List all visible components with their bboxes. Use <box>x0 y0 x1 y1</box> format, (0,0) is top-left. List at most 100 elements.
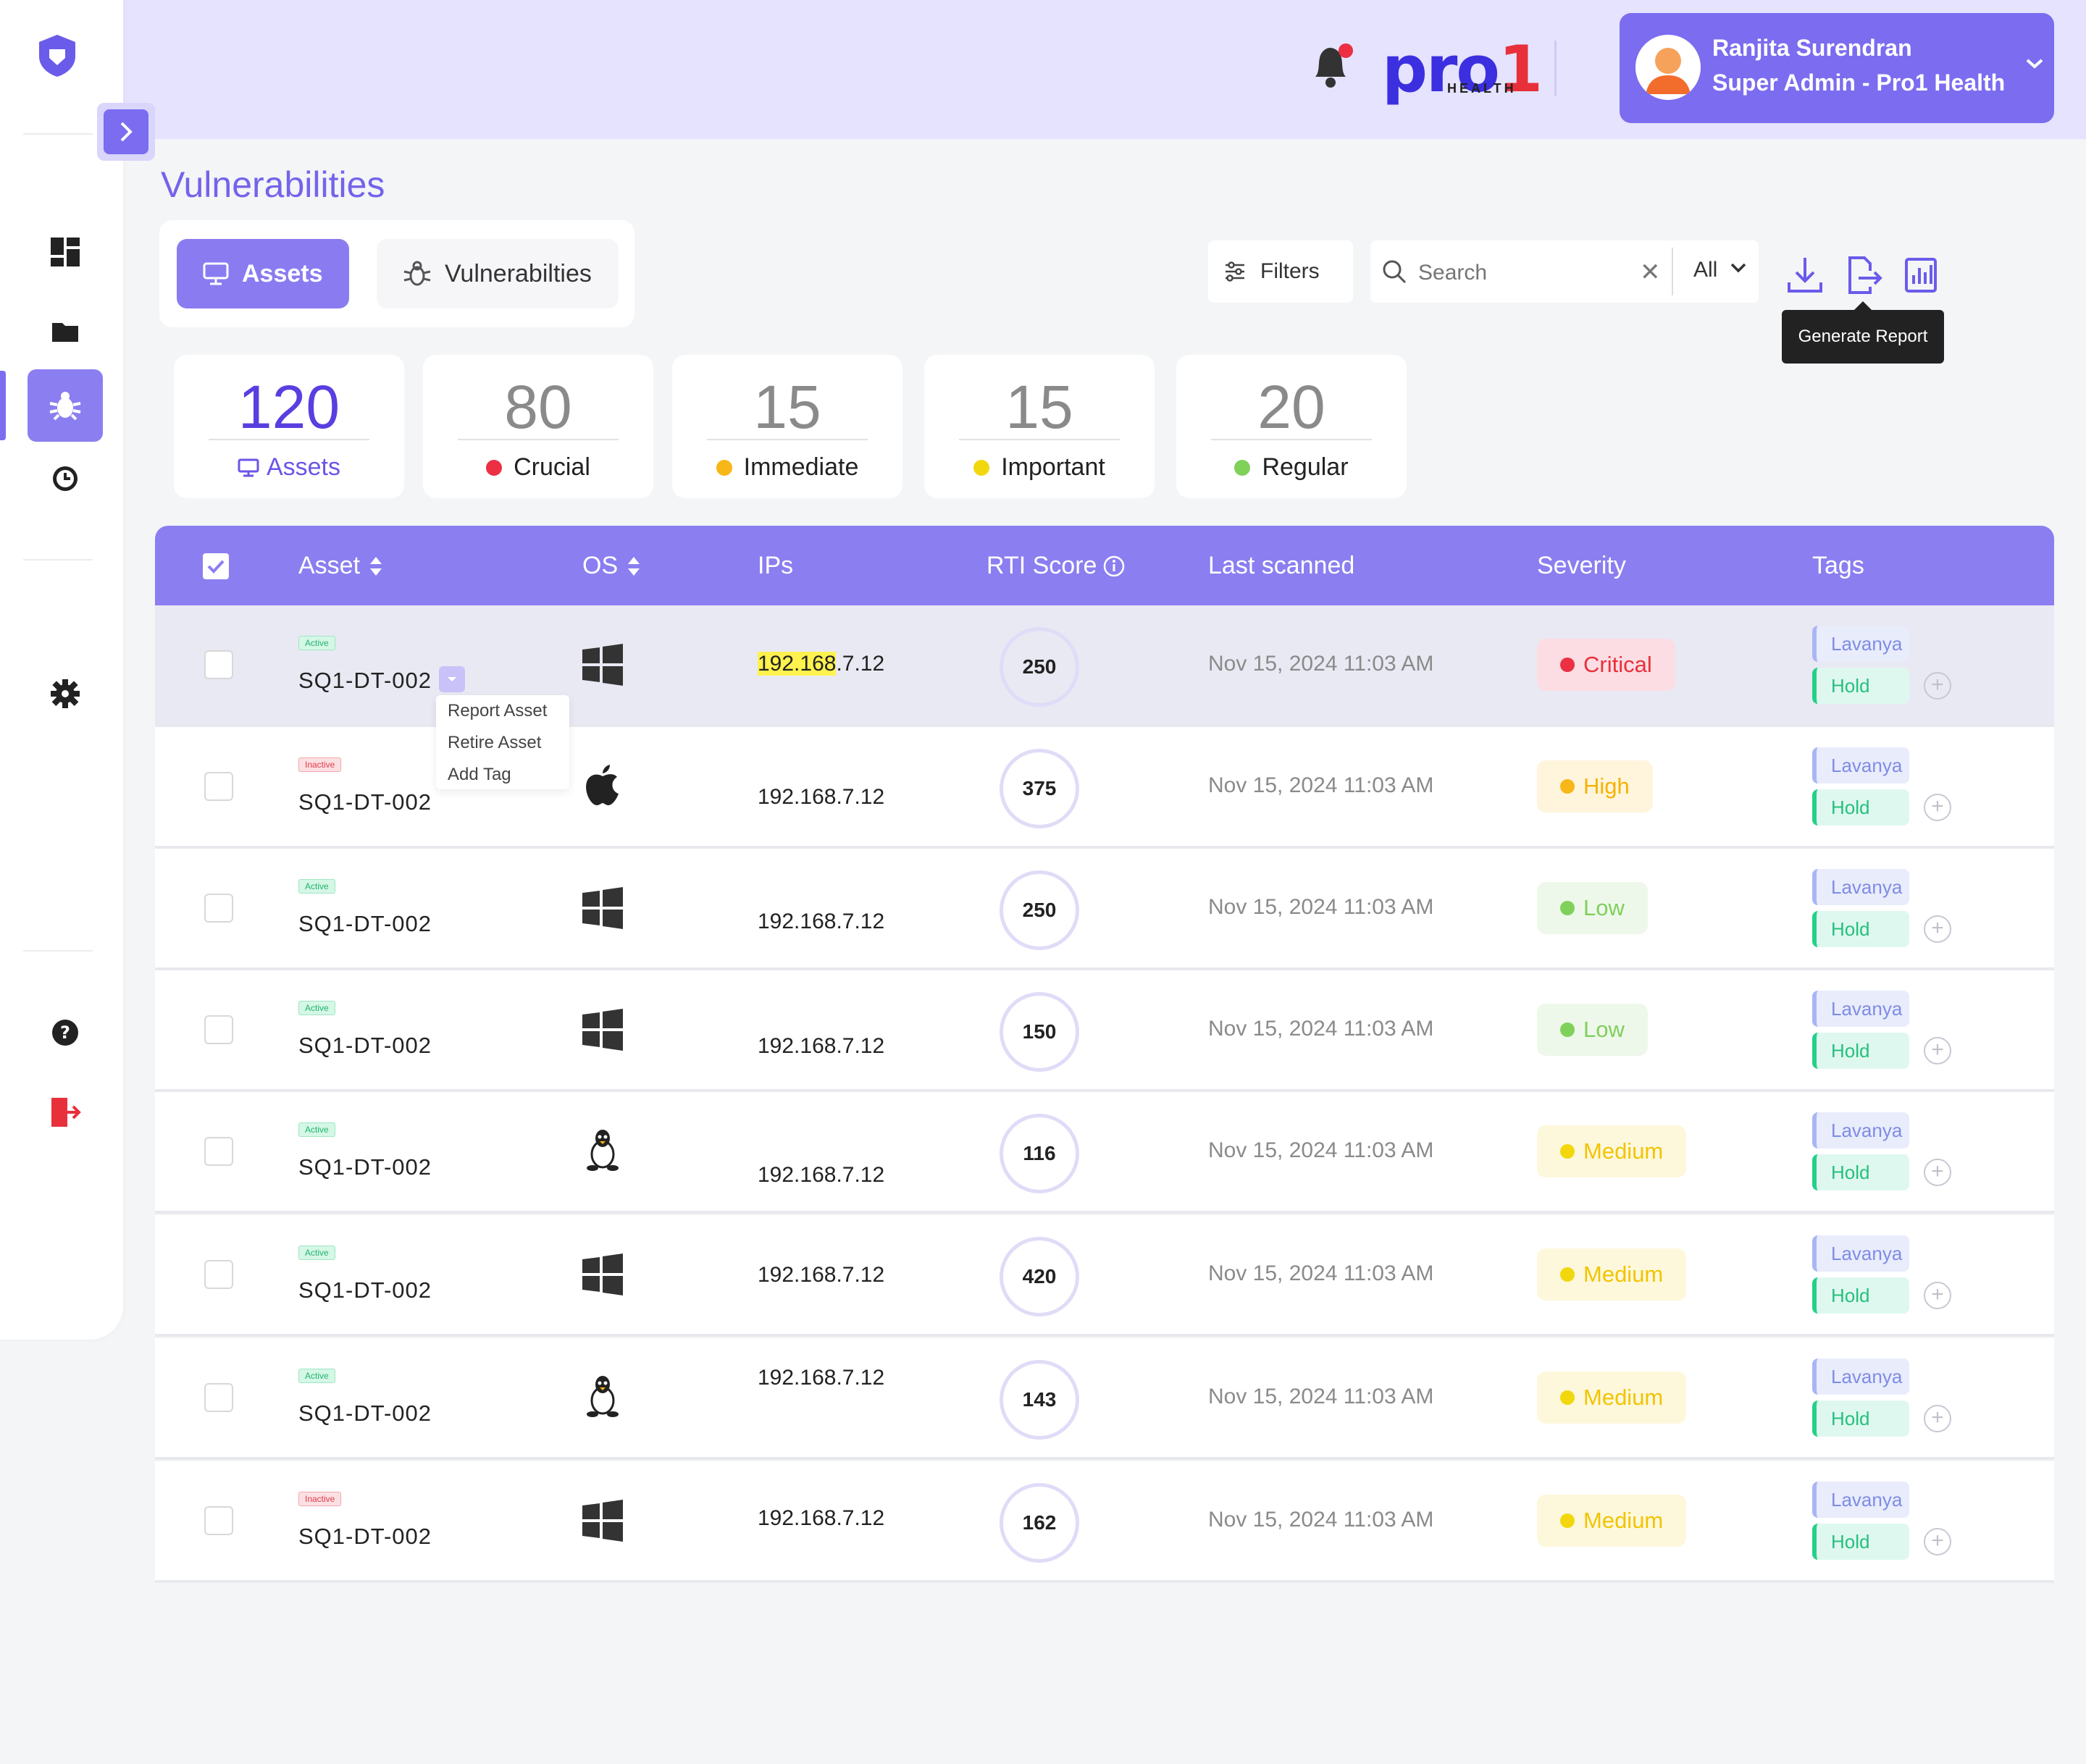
column-asset[interactable]: Asset <box>298 552 383 580</box>
tag-hold[interactable]: Hold <box>1812 668 1909 704</box>
row-actions-button[interactable] <box>439 666 465 692</box>
chevron-down-icon[interactable] <box>1730 262 1747 274</box>
tag-hold[interactable]: Hold <box>1812 1400 1909 1437</box>
row-checkbox[interactable] <box>204 1015 233 1044</box>
add-tag-icon[interactable]: + <box>1924 915 1951 943</box>
download-icon[interactable] <box>1786 255 1824 295</box>
add-tag-icon[interactable]: + <box>1924 1037 1951 1064</box>
tag-lavanya[interactable]: Lavanya <box>1812 626 1909 662</box>
tag-lavanya[interactable]: Lavanya <box>1812 1235 1909 1272</box>
tag-hold[interactable]: Hold <box>1812 1524 1909 1560</box>
ip-address: 192.168.7.12 <box>758 1506 885 1530</box>
tab-assets[interactable]: Assets <box>177 239 349 308</box>
stat-card-crucial[interactable]: 80 Crucial <box>423 355 653 498</box>
tag-lavanya[interactable]: Lavanya <box>1812 1482 1909 1518</box>
sidebar-item-help[interactable]: ? <box>28 996 103 1069</box>
stat-label: Important <box>1001 453 1105 481</box>
app-logo-icon[interactable] <box>36 33 78 78</box>
bug-icon <box>403 261 431 286</box>
tag-lavanya[interactable]: Lavanya <box>1812 747 1909 784</box>
row-checkbox[interactable] <box>204 1260 233 1289</box>
tag-lavanya[interactable]: Lavanya <box>1812 991 1909 1027</box>
sidebar-toggle-button[interactable] <box>97 103 155 161</box>
severity-badge: Medium <box>1537 1125 1687 1177</box>
tag-hold[interactable]: Hold <box>1812 1154 1909 1190</box>
row-checkbox[interactable] <box>204 1137 233 1166</box>
info-icon[interactable] <box>1102 555 1126 578</box>
notification-button[interactable] <box>1308 41 1354 91</box>
linux-icon <box>587 1376 619 1417</box>
table-row[interactable]: Active SQ1-DT-002 192.168.7.12 116 Nov 1… <box>155 1092 2054 1214</box>
tag-hold[interactable]: Hold <box>1812 1277 1909 1314</box>
asset-name: SQ1-DT-002 <box>298 911 432 936</box>
sidebar-item-vulnerabilities[interactable] <box>28 369 103 442</box>
add-tag-icon[interactable]: + <box>1924 794 1951 821</box>
tag-lavanya[interactable]: Lavanya <box>1812 869 1909 905</box>
add-tag-icon[interactable]: + <box>1924 1405 1951 1432</box>
add-tag-icon[interactable]: + <box>1924 1159 1951 1186</box>
ip-address: 192.168.7.12 <box>758 1366 885 1390</box>
export-file-icon[interactable] <box>1846 255 1883 295</box>
tag-hold[interactable]: Hold <box>1812 789 1909 826</box>
tag-hold[interactable]: Hold <box>1812 911 1909 947</box>
search-input[interactable] <box>1417 256 1622 290</box>
menu-item-retire-asset[interactable]: Retire Asset <box>448 733 542 752</box>
column-last-scanned[interactable]: Last scanned <box>1208 552 1355 579</box>
sidebar-divider <box>23 559 93 560</box>
add-tag-icon[interactable]: + <box>1924 672 1951 700</box>
severity-badge: Critical <box>1537 639 1675 691</box>
asset-name: SQ1-DT-002 <box>298 789 432 815</box>
search-scope-select[interactable]: All <box>1693 258 1718 282</box>
user-menu[interactable]: Ranjita Surendran Super Admin - Pro1 Hea… <box>1620 13 2054 123</box>
table-row[interactable]: Active SQ1-DT-002 192.168.7.12 250 Nov 1… <box>155 849 2054 970</box>
stat-label: Regular <box>1262 453 1349 481</box>
stat-card-assets[interactable]: 120 Assets <box>174 355 404 498</box>
tag-lavanya[interactable]: Lavanya <box>1812 1112 1909 1148</box>
table-row[interactable]: Active SQ1-DT-002 192.168.7.12 420 Nov 1… <box>155 1215 2054 1337</box>
sidebar-item-dashboard[interactable] <box>28 216 103 288</box>
stat-card-regular[interactable]: 20 Regular <box>1176 355 1407 498</box>
last-scanned: Nov 15, 2024 11:03 AM <box>1208 652 1434 676</box>
bell-icon <box>1315 43 1353 88</box>
row-checkbox[interactable] <box>204 1383 233 1412</box>
column-os[interactable]: OS <box>582 552 641 580</box>
row-checkbox[interactable] <box>204 772 233 801</box>
row-checkbox[interactable] <box>204 894 233 923</box>
table-row[interactable]: Inactive SQ1-DT-002 192.168.7.12 162 Nov… <box>155 1461 2054 1583</box>
stat-card-immediate[interactable]: 15 Immediate <box>672 355 902 498</box>
tag-hold[interactable]: Hold <box>1812 1033 1909 1069</box>
tag-lavanya[interactable]: Lavanya <box>1812 1358 1909 1395</box>
menu-item-add-tag[interactable]: Add Tag <box>448 765 511 784</box>
sort-icon <box>370 556 382 576</box>
rti-score: 116 <box>1000 1114 1079 1193</box>
svg-text:?: ? <box>60 1022 70 1043</box>
sidebar-item-folder[interactable] <box>28 295 103 368</box>
windows-icon <box>582 1009 623 1051</box>
sidebar-item-logout[interactable] <box>28 1076 103 1148</box>
stat-card-important[interactable]: 15 Important <box>924 355 1155 498</box>
table-row[interactable]: Active SQ1-DT-002 192.168.7.12 143 Nov 1… <box>155 1338 2054 1460</box>
menu-item-report-asset[interactable]: Report Asset <box>448 701 548 721</box>
column-tags[interactable]: Tags <box>1812 552 1864 579</box>
filters-button[interactable]: Filters <box>1208 240 1353 303</box>
column-rti-score[interactable]: RTI Score <box>987 552 1126 580</box>
sidebar-item-settings[interactable] <box>28 658 103 730</box>
row-actions-menu: Report Asset Retire Asset Add Tag <box>436 695 569 789</box>
column-ips[interactable]: IPs <box>758 552 794 579</box>
tab-vulnerabilities[interactable]: Vulnerabilties <box>377 239 619 308</box>
status-badge: Active <box>298 1369 335 1383</box>
row-checkbox[interactable] <box>204 1506 233 1535</box>
row-checkbox[interactable] <box>204 650 233 679</box>
status-badge: Active <box>298 1001 335 1015</box>
select-all-checkbox[interactable] <box>203 553 229 579</box>
chevron-right-icon <box>120 122 133 142</box>
column-severity[interactable]: Severity <box>1537 552 1626 579</box>
close-icon[interactable]: ✕ <box>1640 259 1661 286</box>
add-tag-icon[interactable]: + <box>1924 1282 1951 1309</box>
sidebar-item-history[interactable] <box>28 442 103 514</box>
table-row[interactable]: Active SQ1-DT-002 Report Asset Retire As… <box>155 605 2054 789</box>
check-icon <box>207 560 225 574</box>
generate-report-icon[interactable] <box>1903 255 1941 295</box>
add-tag-icon[interactable]: + <box>1924 1528 1951 1555</box>
table-row[interactable]: Active SQ1-DT-002 192.168.7.12 150 Nov 1… <box>155 970 2054 1092</box>
